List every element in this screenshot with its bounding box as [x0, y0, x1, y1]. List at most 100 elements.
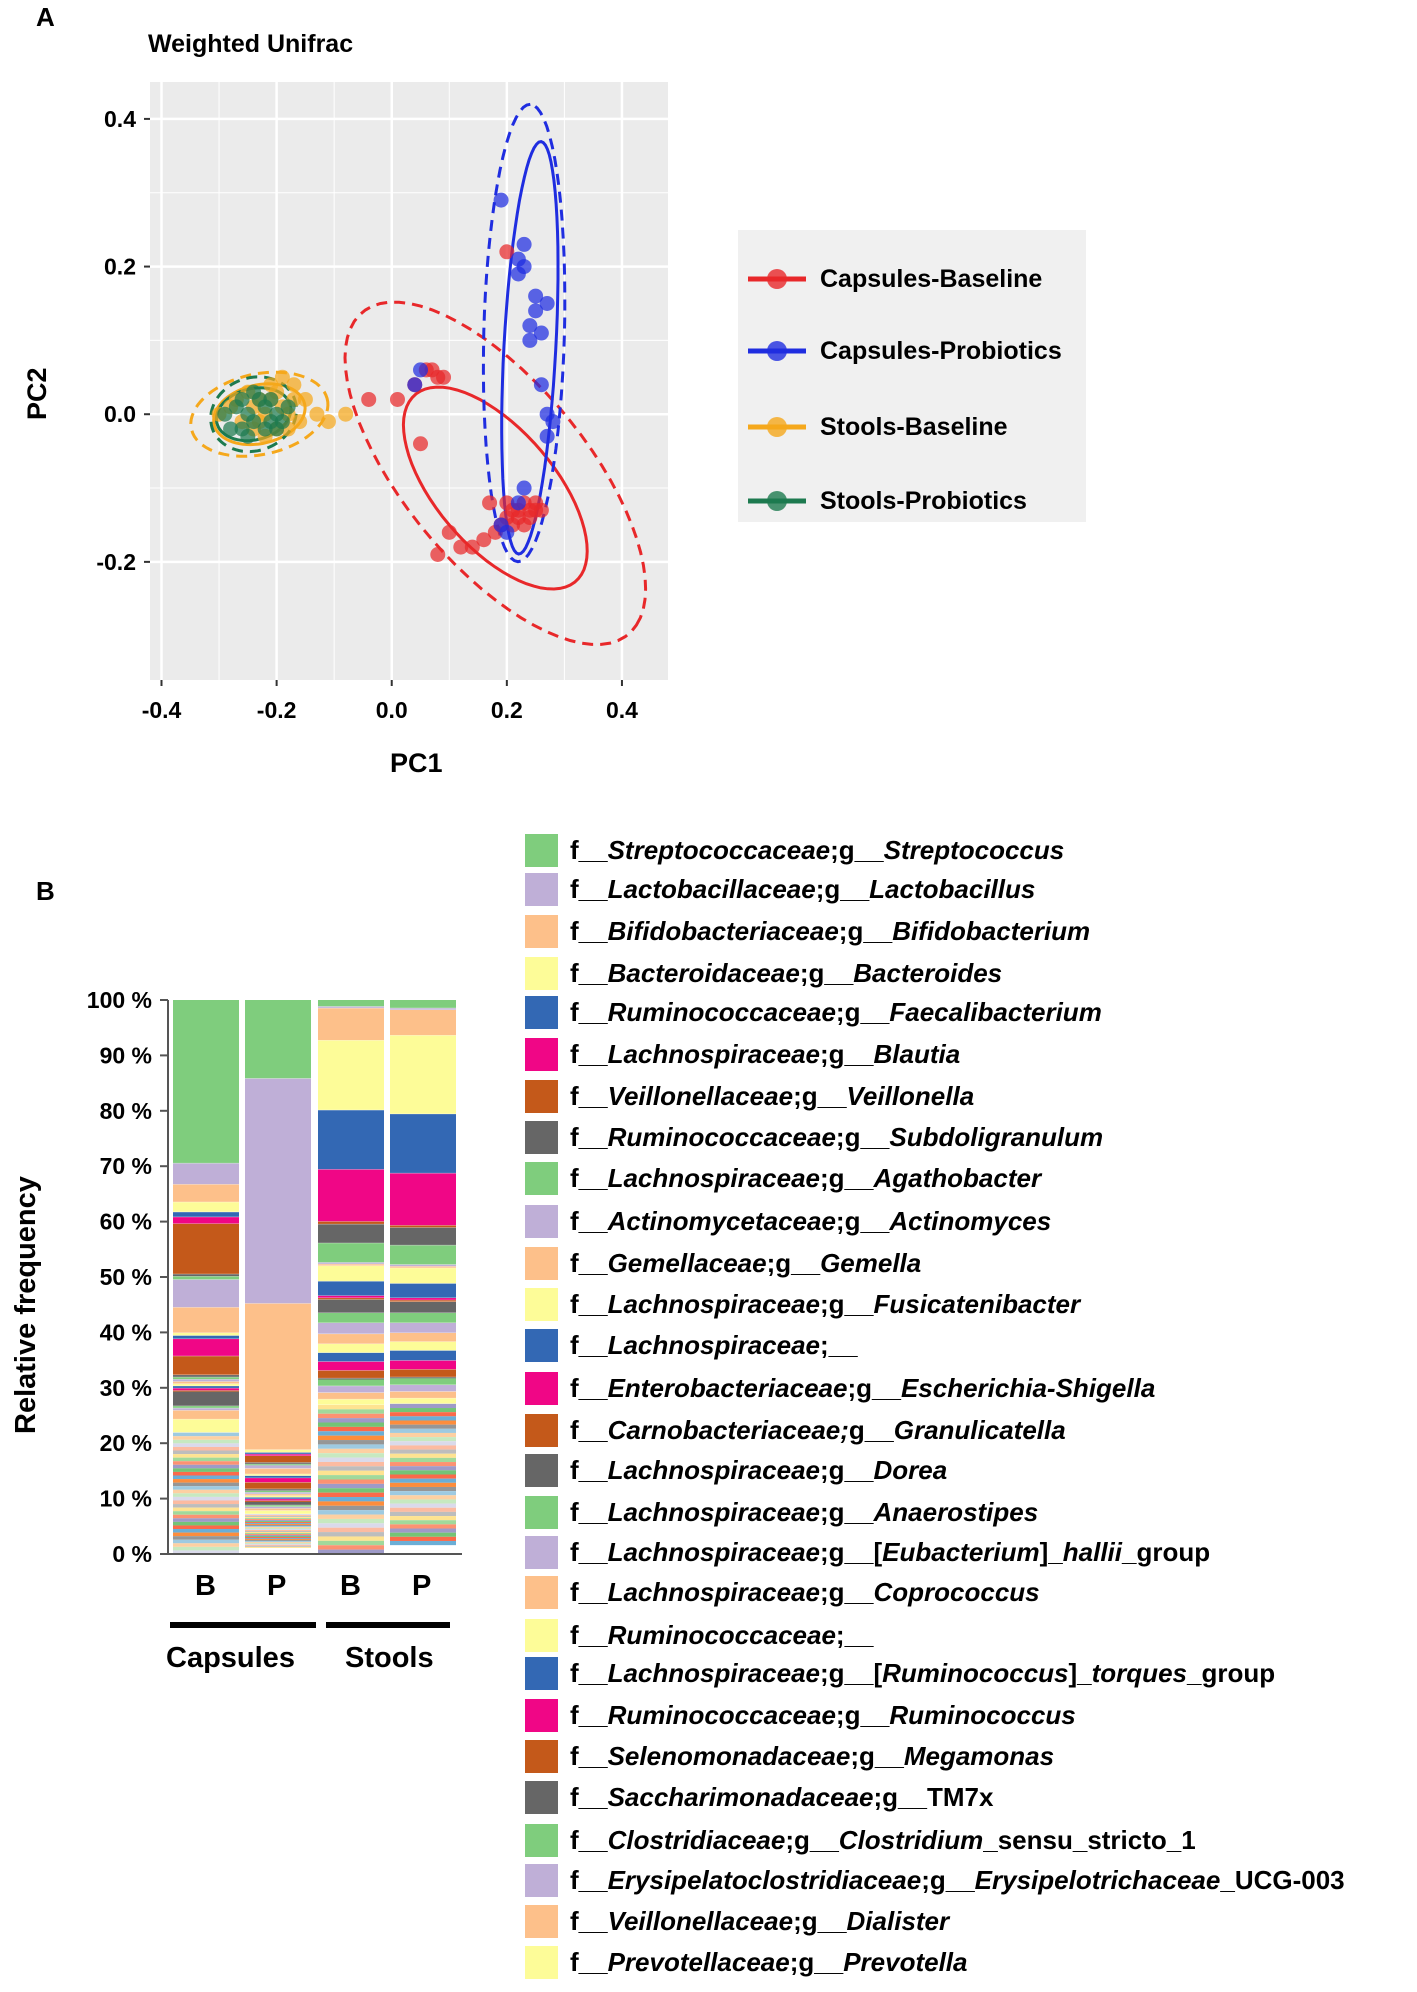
bar-segment-other — [318, 1440, 384, 1445]
taxa-label: f__Carnobacteriaceae;g__Granulicatella — [570, 1415, 1066, 1445]
bar-segment — [245, 1501, 311, 1506]
bar-y-tick-label: 50 % — [100, 1264, 152, 1290]
scatter-point — [246, 384, 262, 400]
scatter-point — [539, 295, 555, 311]
scatter-point — [338, 406, 354, 422]
bar-segment-other — [173, 1514, 239, 1519]
taxa-label: f__Bifidobacteriaceae;g__Bifidobacterium — [570, 916, 1091, 946]
bar-segment-other — [173, 1457, 239, 1462]
bar-segment-other — [173, 1461, 239, 1465]
bar-y-tick-label: 0 % — [112, 1541, 152, 1567]
taxa-label: f__Lachnospiraceae;g__Dorea — [570, 1455, 948, 1485]
bar-segment-other — [318, 1505, 384, 1511]
bar-y-axis-title: Relative frequency — [10, 1176, 42, 1434]
bar-segment-other — [390, 1432, 456, 1438]
taxa-color-swatch — [525, 1454, 558, 1487]
bar-segment-other — [318, 1523, 384, 1528]
taxa-legend-item: f__Carnobacteriaceae;g__Granulicatella — [525, 1414, 1066, 1447]
scatter-point — [533, 377, 549, 393]
bar-segment-other — [173, 1446, 239, 1451]
bar-segment — [390, 1000, 456, 1009]
bar-segment — [245, 1490, 311, 1493]
stools-group-label: Stools — [345, 1642, 434, 1674]
bar-segment — [245, 1499, 311, 1501]
bar-segment — [245, 1452, 311, 1455]
taxa-color-swatch — [525, 957, 558, 990]
taxa-color-swatch — [525, 1781, 558, 1814]
bar-segment — [318, 1370, 384, 1379]
bar-segment-other — [173, 1504, 239, 1508]
bar-segment-other — [173, 1500, 239, 1505]
bar-segment-other — [390, 1491, 456, 1496]
bar-segment-other — [318, 1453, 384, 1458]
bar-segment — [245, 1510, 311, 1515]
legend-label: Stools-Probiotics — [820, 486, 1027, 515]
bar-segment-other — [318, 1435, 384, 1441]
panel-b-letter: B — [36, 876, 55, 906]
bar-segment-other — [390, 1437, 456, 1442]
bar-segment-other — [390, 1408, 456, 1413]
bar-segment-other — [390, 1449, 456, 1454]
bar-segment-other — [173, 1479, 239, 1483]
bar-y-ticks: 0 % 10 % 20 % 30 % 40 % 50 % 60 % 70 % 80 % 90 % 1… — [87, 987, 168, 1567]
bar-segment-other — [318, 1532, 384, 1537]
bar-segment — [390, 1313, 456, 1323]
bar-segment — [318, 1224, 384, 1244]
bar-segment-other — [173, 1536, 239, 1540]
taxa-legend-item: f__Erysipelatoclostridiaceae;g__Erysipel… — [525, 1864, 1345, 1897]
y-tick-label: 0.4 — [104, 106, 136, 132]
legend-key-icon — [748, 341, 806, 361]
bar-segment-other — [390, 1441, 456, 1446]
scatter-point — [280, 399, 296, 415]
bar-segment — [318, 1378, 384, 1380]
taxa-legend-item: f__Veillonellaceae;g__Dialister — [525, 1905, 949, 1938]
scatter-point — [545, 414, 561, 430]
bar-segment — [173, 1335, 239, 1340]
bar-segment — [390, 1245, 456, 1265]
bar-segment — [245, 1475, 311, 1479]
bar-segment — [318, 1334, 384, 1345]
scatter-point — [309, 406, 325, 422]
taxa-legend-item: f__Lachnospiraceae;g__[Ruminococcus]_tor… — [525, 1657, 1275, 1690]
taxa-color-swatch — [525, 1288, 558, 1321]
taxa-label: f__Lachnospiraceae;g__[Eubacterium]_hall… — [570, 1537, 1211, 1567]
taxa-color-swatch — [525, 1699, 558, 1732]
bar-segment — [245, 1492, 311, 1495]
x-tick-label: -0.2 — [257, 697, 297, 723]
bar-segment-other — [173, 1521, 239, 1526]
bar-segment-other — [245, 1516, 311, 1518]
taxa-label: f__Ruminococcaceae;g__Faecalibacterium — [570, 997, 1102, 1027]
taxa-legend-item: f__Lachnospiraceae;g__Agathobacter — [525, 1162, 1041, 1195]
bar-segment-other — [318, 1545, 384, 1550]
bar-segment-other — [245, 1538, 311, 1540]
bar-segment — [390, 1398, 456, 1404]
scatter-point — [413, 436, 429, 452]
bar-segment-other — [173, 1539, 239, 1544]
taxa-legend-item: f__Lachnospiraceae;__ — [525, 1329, 858, 1362]
taxa-legend-item: f__Lachnospiraceae;g__Fusicatenibacter — [525, 1288, 1080, 1321]
bar-segment-other — [245, 1529, 311, 1531]
bar-segment — [318, 1344, 384, 1353]
ellipse-dashed — [481, 102, 567, 564]
bar-segment — [318, 1379, 384, 1387]
taxa-color-swatch — [525, 834, 558, 867]
bar-segment-other — [245, 1519, 311, 1521]
taxa-legend-item: f__Lachnospiraceae;g__Dorea — [525, 1454, 947, 1487]
taxa-color-swatch — [525, 1864, 558, 1897]
scatter-point — [407, 377, 423, 393]
taxa-label: f__Saccharimonadaceae;g__TM7x — [570, 1782, 994, 1812]
bar-segment-other — [245, 1545, 311, 1547]
bar-segment-other — [390, 1511, 456, 1517]
scatter-point — [292, 414, 308, 430]
scatter-point — [510, 266, 526, 282]
bar-segment-other — [173, 1432, 239, 1437]
scatter-point — [453, 539, 469, 555]
taxa-legend-item: f__Ruminococcaceae;g__Subdoligranulum — [525, 1121, 1103, 1154]
taxa-color-swatch — [525, 1946, 558, 1979]
bar-segment — [245, 1489, 311, 1491]
bar-segment-other — [318, 1413, 384, 1419]
bar-segment-other — [173, 1475, 239, 1480]
bar-segment-other — [390, 1403, 456, 1409]
taxa-legend-item: f__Bacteroidaceae;g__Bacteroides — [525, 957, 1002, 990]
bar-segment-other — [390, 1412, 456, 1417]
